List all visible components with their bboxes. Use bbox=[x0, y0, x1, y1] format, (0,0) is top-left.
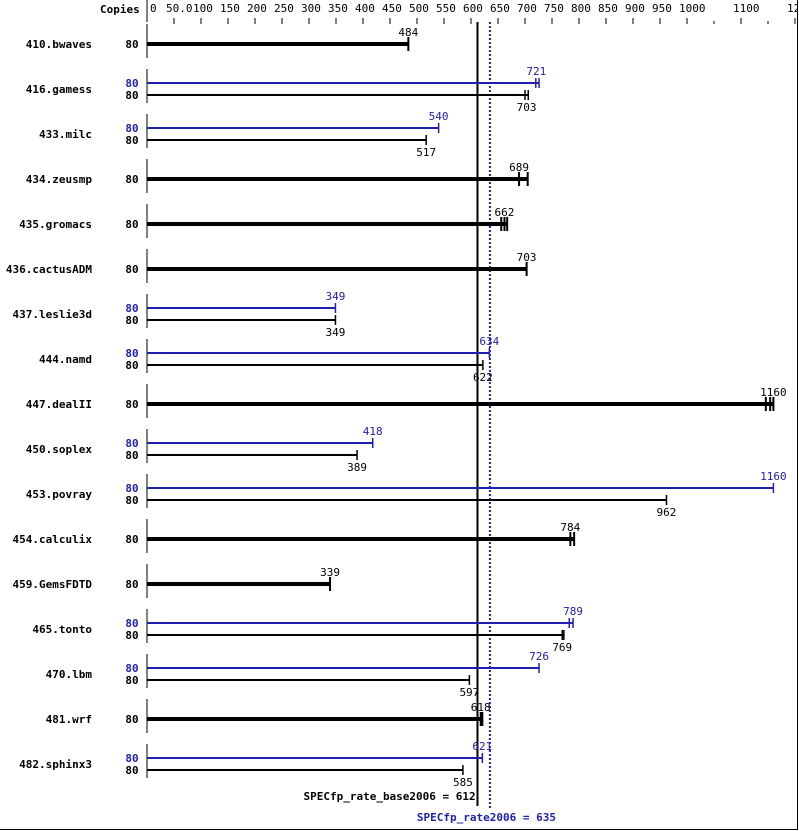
x-tick-label: 350 bbox=[328, 2, 348, 15]
base-value-label: 769 bbox=[552, 641, 572, 654]
x-tick-label: 400 bbox=[355, 2, 375, 15]
benchmark-label: 470.lbm bbox=[46, 668, 93, 681]
peak-value-label: 634 bbox=[479, 335, 499, 348]
peak-value-label: 418 bbox=[363, 425, 383, 438]
peak-value-label: 789 bbox=[563, 605, 583, 618]
x-tick-label: 250 bbox=[274, 2, 294, 15]
peak-copies: 80 bbox=[125, 77, 138, 90]
base-copies: 80 bbox=[125, 359, 138, 372]
peak-value-label: 1160 bbox=[760, 470, 787, 483]
x-tick-label: 100 bbox=[193, 2, 213, 15]
x-tick-label: 0 bbox=[150, 2, 157, 15]
peak-copies: 80 bbox=[125, 437, 138, 450]
base-value-label: 689 bbox=[509, 161, 529, 174]
peak-copies: 80 bbox=[125, 752, 138, 765]
base-value-label: 662 bbox=[495, 206, 515, 219]
base-copies: 80 bbox=[125, 764, 138, 777]
base-value-label: 784 bbox=[560, 521, 580, 534]
benchmark-label: 454.calculix bbox=[13, 533, 93, 546]
benchmark-label: 410.bwaves bbox=[26, 38, 92, 51]
base-value-label: 349 bbox=[326, 326, 346, 339]
benchmark-label: 437.leslie3d bbox=[13, 308, 92, 321]
x-tick-label: 650 bbox=[490, 2, 510, 15]
peak-value-label: 540 bbox=[429, 110, 449, 123]
benchmark-label: 482.sphinx3 bbox=[19, 758, 92, 771]
peak-copies: 80 bbox=[125, 662, 138, 675]
benchmark-label: 436.cactusADM bbox=[6, 263, 92, 276]
base-copies: 80 bbox=[125, 218, 138, 231]
base-copies: 80 bbox=[125, 494, 138, 507]
x-tick-label: 500 bbox=[409, 2, 429, 15]
x-tick-label: 550 bbox=[436, 2, 456, 15]
peak-value-label: 621 bbox=[472, 740, 492, 753]
benchmark-label: 444.namd bbox=[39, 353, 92, 366]
base-copies: 80 bbox=[125, 173, 138, 186]
x-tick-label: 150 bbox=[220, 2, 240, 15]
x-tick-label: 750 bbox=[544, 2, 564, 15]
base-value-label: 618 bbox=[471, 701, 491, 714]
benchmark-label: 435.gromacs bbox=[19, 218, 92, 231]
peak-copies: 80 bbox=[125, 302, 138, 315]
base-copies: 80 bbox=[125, 674, 138, 687]
benchmark-label: 459.GemsFDTD bbox=[13, 578, 93, 591]
base-value-label: 622 bbox=[473, 371, 493, 384]
x-tick-label: 200 bbox=[247, 2, 267, 15]
base-copies: 80 bbox=[125, 134, 138, 147]
x-tick-label: 800 bbox=[571, 2, 591, 15]
peak-copies: 80 bbox=[125, 617, 138, 630]
base-copies: 80 bbox=[125, 314, 138, 327]
x-tick-label: 950 bbox=[652, 2, 672, 15]
base-value-label: 389 bbox=[347, 461, 367, 474]
base-copies: 80 bbox=[125, 533, 138, 546]
peak-copies: 80 bbox=[125, 122, 138, 135]
base-copies: 80 bbox=[125, 629, 138, 642]
base-copies: 80 bbox=[125, 449, 138, 462]
benchmark-label: 416.gamess bbox=[26, 83, 92, 96]
peak-copies: 80 bbox=[125, 482, 138, 495]
x-tick-label: 300 bbox=[301, 2, 321, 15]
base-value-label: 703 bbox=[517, 101, 537, 114]
benchmark-label: 433.milc bbox=[39, 128, 92, 141]
x-tick-label: 900 bbox=[625, 2, 645, 15]
base-copies: 80 bbox=[125, 89, 138, 102]
base-value-label: 517 bbox=[416, 146, 436, 159]
base-copies: 80 bbox=[125, 398, 138, 411]
copies-header: Copies bbox=[100, 3, 140, 16]
base-value-label: 962 bbox=[657, 506, 677, 519]
x-tick-label: 1000 bbox=[679, 2, 706, 15]
benchmark-label: 447.dealII bbox=[26, 398, 92, 411]
base-copies: 80 bbox=[125, 578, 138, 591]
x-tick-label: 600 bbox=[463, 2, 483, 15]
base-copies: 80 bbox=[125, 713, 138, 726]
benchmark-label: 450.soplex bbox=[26, 443, 93, 456]
x-tick-label: 50.0 bbox=[166, 2, 193, 15]
peak-value-label: 721 bbox=[526, 65, 546, 78]
base-reference-label: SPECfp_rate_base2006 = 612 bbox=[303, 790, 475, 803]
benchmark-label: 465.tonto bbox=[32, 623, 92, 636]
base-value-label: 585 bbox=[453, 776, 473, 789]
base-copies: 80 bbox=[125, 38, 138, 51]
benchmark-label: 453.povray bbox=[26, 488, 93, 501]
base-value-label: 1160 bbox=[760, 386, 787, 399]
peak-reference-label: SPECfp_rate2006 = 635 bbox=[417, 811, 556, 824]
peak-value-label: 726 bbox=[529, 650, 549, 663]
benchmark-label: 481.wrf bbox=[46, 713, 92, 726]
x-tick-label: 1200 bbox=[787, 2, 797, 15]
base-value-label: 703 bbox=[517, 251, 537, 264]
x-tick-label: 1100 bbox=[733, 2, 760, 15]
x-tick-label: 700 bbox=[517, 2, 537, 15]
base-copies: 80 bbox=[125, 263, 138, 276]
peak-copies: 80 bbox=[125, 347, 138, 360]
x-tick-label: 850 bbox=[598, 2, 618, 15]
benchmark-label: 434.zeusmp bbox=[26, 173, 93, 186]
x-tick-label: 450 bbox=[382, 2, 402, 15]
base-value-label: 484 bbox=[398, 26, 418, 39]
peak-value-label: 349 bbox=[326, 290, 346, 303]
base-value-label: 339 bbox=[320, 566, 340, 579]
base-value-label: 597 bbox=[459, 686, 479, 699]
